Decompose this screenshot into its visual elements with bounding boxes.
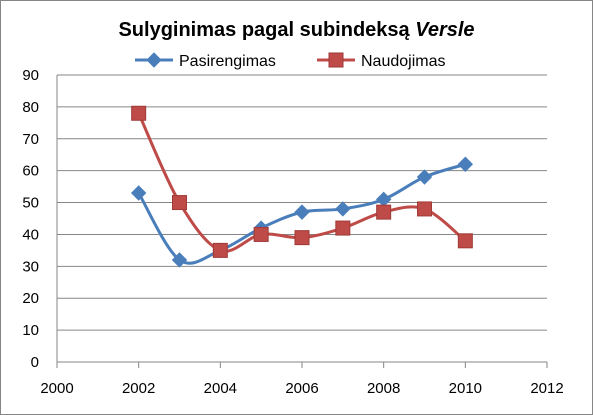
- data-point-Naudojimas-2009: [417, 201, 432, 217]
- chart-title: Sulyginimas pagal subindeksą Versle: [1, 19, 592, 42]
- data-point-Naudojimas-2010: [457, 233, 473, 249]
- data-point-Naudojimas-2006: [294, 230, 310, 246]
- data-point-Pasirengimas-2002: [130, 185, 147, 201]
- y-tick-label-30: 30: [22, 258, 39, 275]
- y-tick-label-40: 40: [22, 226, 39, 243]
- x-tick-label-2006: 2006: [285, 380, 318, 397]
- x-tick-label-2008: 2008: [367, 380, 400, 397]
- legend-label-Naudojimas: Naudojimas: [361, 53, 445, 70]
- y-tick-label-60: 60: [22, 163, 39, 180]
- data-point-Pasirengimas-2007: [335, 201, 351, 217]
- data-point-Pasirengimas-2010: [457, 156, 474, 172]
- y-tick-label-20: 20: [22, 290, 39, 307]
- data-point-Naudojimas-2003: [172, 195, 187, 211]
- data-point-Naudojimas-2007: [335, 220, 351, 236]
- data-point-Pasirengimas-2006: [294, 204, 310, 220]
- data-point-Naudojimas-2002: [131, 105, 147, 121]
- data-point-Pasirengimas-2008: [375, 191, 392, 208]
- y-tick-label-10: 10: [22, 322, 39, 339]
- legend-label-Pasirengimas: Pasirengimas: [179, 53, 276, 70]
- data-point-Naudojimas-2004: [212, 242, 228, 258]
- y-tick-label-80: 80: [22, 99, 39, 116]
- data-point-Pasirengimas-2003: [171, 252, 188, 268]
- legend-marker-Naudojimas: [328, 52, 344, 68]
- data-point-Naudojimas-2008: [376, 204, 392, 220]
- data-point-Naudojimas-2005: [253, 226, 269, 242]
- x-tick-label-2000: 2000: [40, 380, 73, 397]
- y-tick-label-90: 90: [22, 67, 39, 84]
- y-tick-label-70: 70: [22, 131, 39, 148]
- chart-title-italic: Versle: [415, 19, 475, 41]
- y-tick-label-0: 0: [31, 354, 39, 371]
- x-tick-label-2004: 2004: [204, 380, 237, 397]
- data-point-Pasirengimas-2009: [416, 169, 433, 185]
- chart-title-main: Sulyginimas pagal subindeksą: [118, 19, 416, 41]
- x-tick-label-2010: 2010: [449, 380, 482, 397]
- y-tick-label-50: 50: [22, 195, 39, 212]
- x-tick-label-2012: 2012: [530, 380, 563, 397]
- legend-marker-Pasirengimas: [146, 52, 162, 68]
- x-tick-label-2002: 2002: [122, 380, 155, 397]
